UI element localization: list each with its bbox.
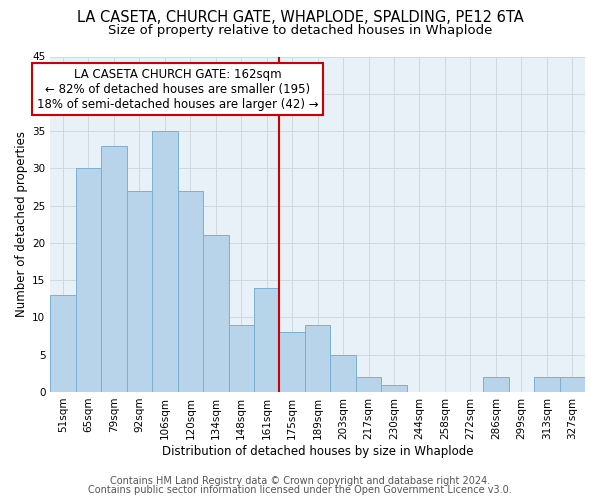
X-axis label: Distribution of detached houses by size in Whaplode: Distribution of detached houses by size … <box>162 444 473 458</box>
Bar <box>229 325 254 392</box>
Bar <box>280 332 305 392</box>
Bar <box>152 131 178 392</box>
Text: LA CASETA CHURCH GATE: 162sqm
← 82% of detached houses are smaller (195)
18% of : LA CASETA CHURCH GATE: 162sqm ← 82% of d… <box>37 68 319 110</box>
Bar <box>560 377 585 392</box>
Bar <box>76 168 101 392</box>
Bar <box>127 190 152 392</box>
Bar <box>534 377 560 392</box>
Text: Contains public sector information licensed under the Open Government Licence v3: Contains public sector information licen… <box>88 485 512 495</box>
Bar <box>381 384 407 392</box>
Text: Size of property relative to detached houses in Whaplode: Size of property relative to detached ho… <box>108 24 492 37</box>
Bar <box>483 377 509 392</box>
Bar <box>254 288 280 392</box>
Bar <box>50 295 76 392</box>
Bar <box>305 325 331 392</box>
Text: LA CASETA, CHURCH GATE, WHAPLODE, SPALDING, PE12 6TA: LA CASETA, CHURCH GATE, WHAPLODE, SPALDI… <box>77 10 523 25</box>
Bar <box>203 236 229 392</box>
Bar <box>101 146 127 392</box>
Bar <box>178 190 203 392</box>
Y-axis label: Number of detached properties: Number of detached properties <box>15 131 28 317</box>
Bar <box>356 377 381 392</box>
Text: Contains HM Land Registry data © Crown copyright and database right 2024.: Contains HM Land Registry data © Crown c… <box>110 476 490 486</box>
Bar <box>331 354 356 392</box>
